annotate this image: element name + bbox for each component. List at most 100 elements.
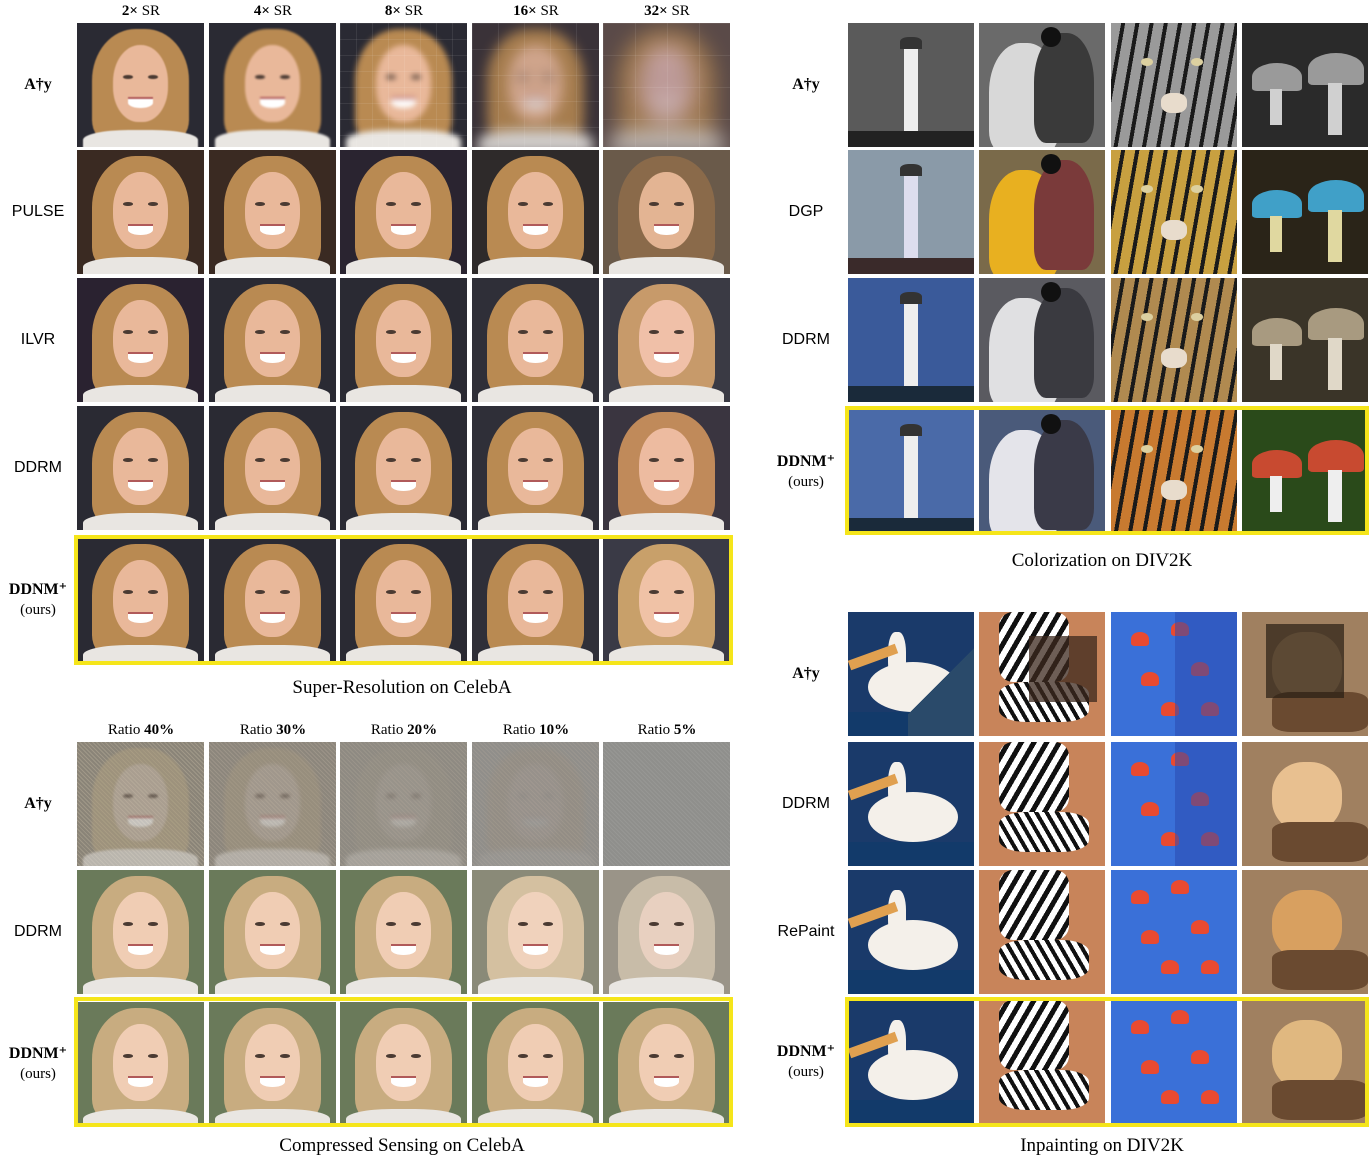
image-tile: [472, 150, 599, 274]
image-tile: [472, 23, 599, 147]
zebra-image: [979, 742, 1105, 866]
sr-row-label: PULSE: [11, 203, 65, 220]
image-tile: [77, 538, 204, 662]
image-tile: [77, 742, 204, 866]
image-tile: [340, 406, 467, 530]
jellyfish-image: [1111, 1000, 1237, 1124]
inpaint-row-label: DDRM: [782, 795, 830, 812]
color-row-label: DDNM⁺ (ours): [776, 453, 836, 490]
image-tile: [340, 742, 467, 866]
image-tile: [209, 23, 336, 147]
image-tile: [77, 1002, 204, 1126]
image-tile: [603, 278, 730, 402]
image-tile: [603, 406, 730, 530]
image-tile: [472, 538, 599, 662]
image-tile: [603, 742, 730, 866]
cs-column-header: Ratio 20%: [370, 722, 438, 738]
lion-image: [1242, 612, 1368, 736]
image-tile: [340, 278, 467, 402]
lighthouse-image: [848, 23, 974, 147]
color-ours-highlight: [845, 406, 1369, 535]
inpaint-caption: Inpainting on DIV2K: [1020, 1135, 1184, 1156]
zebra-image: [979, 870, 1105, 994]
image-tile: [77, 150, 204, 274]
pelican-image: [848, 1000, 974, 1124]
sr-row-label: ILVR: [20, 331, 56, 348]
image-tile: [209, 538, 336, 662]
image-tile: [472, 870, 599, 994]
pelican-image: [848, 742, 974, 866]
cs-row-label: DDRM: [14, 923, 62, 940]
image-tile: [77, 406, 204, 530]
image-tile: [603, 870, 730, 994]
sr-column-header: 32× SR: [644, 3, 690, 19]
color-row-label: A†y: [792, 76, 820, 93]
sr-row-label: DDRM: [14, 459, 62, 476]
image-tile: [603, 1002, 730, 1126]
mushroom-image: [1242, 150, 1368, 274]
lion-image: [1242, 742, 1368, 866]
sr-column-header: 16× SR: [513, 3, 559, 19]
sr-ours-highlight: [74, 535, 733, 665]
image-tile: [340, 538, 467, 662]
image-tile: [472, 406, 599, 530]
color-caption: Colorization on DIV2K: [1011, 550, 1193, 571]
image-tile: [77, 278, 204, 402]
lion-image: [1242, 870, 1368, 994]
mushroom-image: [1242, 278, 1368, 402]
inpaint-ours-highlight: [845, 997, 1369, 1127]
image-tile: [340, 23, 467, 147]
image-tile: [472, 742, 599, 866]
sr-column-header: 8× SR: [384, 3, 424, 19]
lion-image: [1242, 1000, 1368, 1124]
jellyfish-image: [1111, 612, 1237, 736]
image-tile: [472, 1002, 599, 1126]
image-tile: [340, 1002, 467, 1126]
image-tile: [209, 870, 336, 994]
sr-column-header: 4× SR: [253, 3, 293, 19]
cs-column-header: Ratio 5%: [637, 722, 697, 738]
lighthouse-image: [848, 278, 974, 402]
cs-caption: Compressed Sensing on CelebA: [279, 1135, 525, 1156]
image-tile: [603, 23, 730, 147]
cs-column-header: Ratio 30%: [239, 722, 307, 738]
penguin-image: [979, 410, 1105, 534]
color-row-label: DDRM: [782, 331, 830, 348]
image-tile: [472, 278, 599, 402]
inpaint-row-label: DDNM⁺ (ours): [776, 1043, 836, 1080]
cs-column-header: Ratio 40%: [107, 722, 175, 738]
sr-column-header: 2× SR: [121, 3, 161, 19]
tiger-image: [1111, 150, 1237, 274]
image-tile: [209, 1002, 336, 1126]
zebra-image: [979, 612, 1105, 736]
lighthouse-image: [848, 410, 974, 534]
sr-caption: Super-Resolution on CelebA: [292, 677, 512, 698]
cs-column-header: Ratio 10%: [502, 722, 570, 738]
mushroom-image: [1242, 23, 1368, 147]
image-tile: [77, 870, 204, 994]
tiger-image: [1111, 278, 1237, 402]
sr-row-label: DDNM⁺ (ours): [8, 581, 68, 618]
image-tile: [209, 406, 336, 530]
tiger-image: [1111, 23, 1237, 147]
pelican-image: [848, 612, 974, 736]
pelican-image: [848, 870, 974, 994]
image-tile: [340, 150, 467, 274]
image-tile: [209, 278, 336, 402]
cs-row-label: DDNM⁺ (ours): [8, 1045, 68, 1082]
image-tile: [603, 538, 730, 662]
image-tile: [209, 742, 336, 866]
sr-row-label: A†y: [24, 76, 52, 93]
penguin-image: [979, 278, 1105, 402]
image-tile: [77, 23, 204, 147]
mushroom-image: [1242, 410, 1368, 534]
penguin-image: [979, 23, 1105, 147]
image-tile: [209, 150, 336, 274]
jellyfish-image: [1111, 742, 1237, 866]
tiger-image: [1111, 410, 1237, 534]
cs-ours-highlight: [74, 997, 733, 1127]
inpaint-row-label: RePaint: [777, 923, 835, 940]
zebra-image: [979, 1000, 1105, 1124]
image-tile: [340, 870, 467, 994]
image-tile: [603, 150, 730, 274]
